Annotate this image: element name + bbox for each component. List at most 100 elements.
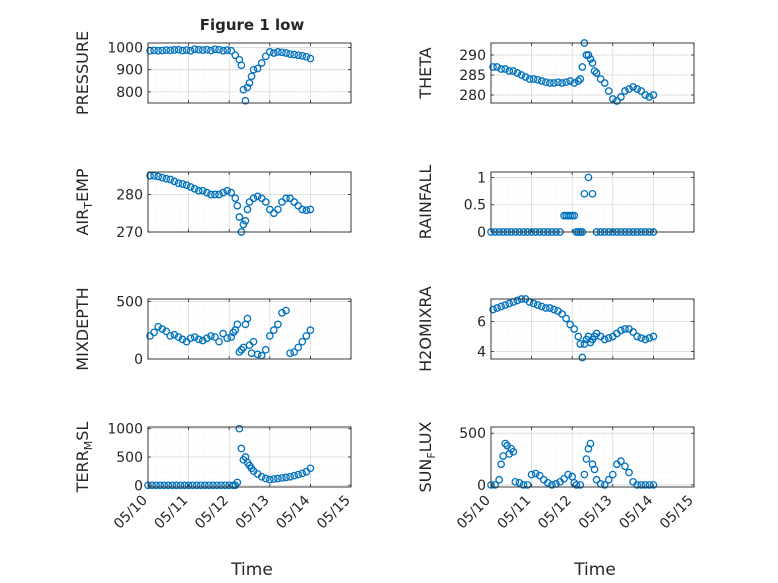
data-point: [306, 464, 315, 473]
data-point: [152, 481, 160, 490]
data-point: [198, 186, 207, 195]
data-point: [286, 349, 294, 358]
data-point: [515, 479, 524, 487]
data-point: [621, 87, 629, 95]
data-point: [241, 96, 250, 105]
data-point: [306, 54, 315, 63]
y-tick-label: 500: [459, 426, 486, 442]
data-point: [489, 305, 497, 314]
data-point: [649, 332, 658, 341]
data-point: [298, 469, 307, 478]
data-point: [637, 481, 646, 489]
data-point: [274, 320, 282, 329]
data-point: [182, 181, 191, 189]
data-point: [641, 335, 650, 344]
data-point: [190, 333, 199, 341]
data-point: [495, 475, 503, 484]
y-tick-label: 280: [459, 88, 486, 104]
data-point: [235, 424, 244, 433]
data-point: [306, 205, 315, 214]
data-point: [253, 350, 262, 359]
data-point: [529, 299, 538, 308]
data-point: [517, 71, 526, 79]
data-point: [278, 308, 286, 317]
data-point: [162, 46, 171, 54]
data-point: [209, 481, 217, 490]
data-point: [233, 320, 242, 329]
data-point: [527, 470, 536, 479]
y-tick-label: 1000: [107, 40, 143, 56]
data-point: [160, 481, 169, 490]
data-point: [294, 51, 303, 60]
data-point: [306, 326, 315, 335]
data-point: [519, 481, 528, 489]
data-point: [170, 46, 179, 54]
data-point: [294, 470, 303, 479]
data-point: [257, 59, 266, 67]
figure-title: Figure 1 low: [200, 16, 305, 34]
data-point: [249, 65, 258, 74]
data-point: [205, 481, 213, 490]
data-point: [576, 75, 585, 83]
data-point: [286, 50, 294, 58]
x-axis-label-left: Time: [230, 560, 273, 580]
data-point: [592, 69, 601, 77]
data-point: [180, 481, 189, 490]
data-point: [178, 335, 187, 344]
data-point: [282, 194, 290, 203]
data-point: [625, 85, 633, 93]
data-point: [497, 302, 505, 311]
axes-box: [147, 42, 352, 104]
data-point: [562, 78, 570, 87]
data-point: [158, 46, 167, 55]
data-point: [233, 478, 242, 487]
axes-box: [490, 42, 695, 104]
subplot-1: 1000 900 800 PRESSURE: [73, 31, 352, 115]
data-point: [150, 46, 158, 55]
data-point: [578, 353, 587, 362]
data-point: [261, 474, 270, 483]
subplot-2: 290 285 280 THETA: [416, 39, 695, 105]
data-point: [489, 63, 497, 71]
data-point: [241, 216, 250, 225]
data-point: [243, 205, 252, 214]
data-point: [261, 345, 270, 354]
data-point: [570, 325, 579, 333]
data-point: [625, 468, 633, 477]
y-tick-label: 270: [116, 225, 143, 241]
data-point: [617, 326, 625, 335]
data-point: [584, 173, 593, 182]
data-point: [509, 447, 518, 456]
data-point: [290, 50, 299, 59]
data-point: [219, 46, 227, 55]
data-point: [550, 305, 558, 314]
data-point: [237, 345, 246, 354]
y-axis-label: AIRTEMP: [73, 168, 95, 235]
y-tick-label: 0: [477, 478, 486, 494]
data-point: [213, 481, 221, 490]
data-point: [239, 85, 248, 94]
data-point: [629, 328, 637, 336]
data-point: [580, 470, 589, 479]
data-point: [533, 301, 542, 309]
data-point: [633, 481, 642, 489]
data-point: [194, 186, 203, 195]
data-point: [219, 188, 227, 197]
data-point: [570, 79, 579, 87]
data-point: [600, 335, 609, 344]
y-axis-label: THETA: [416, 47, 435, 99]
data-point: [649, 91, 658, 99]
data-point: [166, 175, 175, 184]
data-point: [261, 198, 270, 206]
y-tick-label: 500: [116, 450, 143, 466]
data-point: [497, 65, 505, 73]
y-axis-label: MIXDEPTH: [73, 287, 92, 370]
data-point: [586, 439, 595, 448]
y-tick-label: 1: [477, 170, 486, 186]
data-point: [174, 333, 183, 341]
data-point: [564, 470, 572, 479]
data-point: [203, 188, 211, 197]
data-point: [582, 455, 591, 463]
